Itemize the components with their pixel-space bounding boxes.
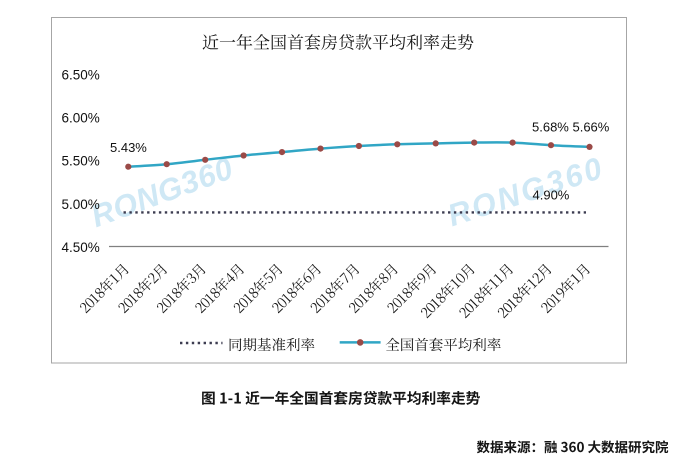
svg-text:5.68% 5.66%: 5.68% 5.66%	[532, 120, 610, 135]
svg-text:5.43%: 5.43%	[110, 140, 147, 155]
svg-text:6.50%: 6.50%	[62, 67, 100, 82]
svg-text:4.50%: 4.50%	[62, 240, 100, 255]
svg-text:5.00%: 5.00%	[62, 197, 100, 212]
svg-text:RONG360: RONG360	[86, 150, 237, 234]
svg-text:RONG360: RONG360	[443, 150, 608, 233]
svg-text:5.50%: 5.50%	[62, 154, 100, 169]
svg-text:6.00%: 6.00%	[62, 111, 100, 126]
svg-text:4.90%: 4.90%	[533, 188, 570, 203]
